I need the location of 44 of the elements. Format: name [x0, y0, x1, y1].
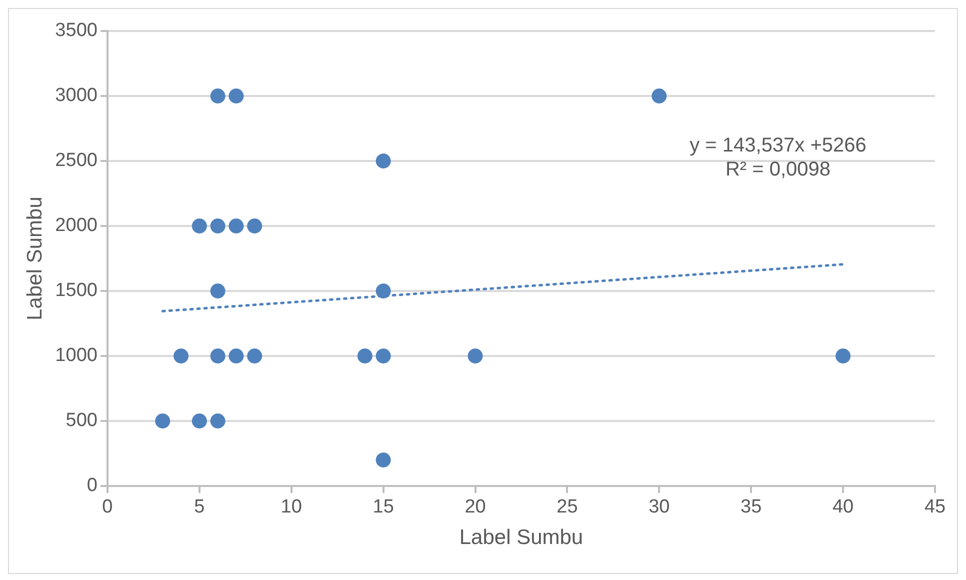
- point: [468, 348, 483, 364]
- point: [247, 218, 262, 234]
- x-tick-label: 15: [372, 496, 394, 518]
- point: [174, 348, 189, 364]
- x-tick-label: 5: [194, 496, 205, 518]
- x-tick-label: 40: [832, 496, 854, 518]
- y-tick-label: 1500: [55, 280, 98, 302]
- point: [228, 88, 244, 104]
- point: [652, 88, 667, 104]
- y-tick-label: 3500: [55, 20, 98, 42]
- point: [228, 348, 244, 364]
- x-tick-label: 25: [556, 496, 578, 518]
- annotation: R² = 0,0098: [725, 158, 831, 181]
- x-tick-label: 0: [102, 496, 113, 518]
- point: [210, 284, 226, 298]
- y-tick-label: 3000: [55, 85, 98, 106]
- x-tick-label: 20: [464, 496, 486, 518]
- point: [376, 348, 391, 364]
- point: [836, 348, 851, 364]
- y-tick-label: 2500: [55, 150, 98, 172]
- point: [210, 348, 226, 364]
- point: [357, 348, 372, 364]
- point: [155, 414, 170, 428]
- point: [210, 218, 226, 234]
- y-tick-label: 0: [86, 475, 98, 496]
- point: [247, 348, 262, 364]
- point: [376, 284, 391, 298]
- point: [192, 218, 207, 234]
- y-tick-label: 500: [66, 410, 98, 432]
- x-axis-title: Label Sumbu: [459, 526, 584, 550]
- point: [376, 452, 391, 468]
- point: [192, 414, 207, 428]
- y-axis-title: Label Sumbu: [23, 196, 46, 320]
- x-tick-label: 45: [924, 496, 946, 518]
- y-tick-label: 1000: [55, 345, 98, 366]
- point: [376, 154, 391, 168]
- x-tick-label: 10: [280, 496, 302, 518]
- point: [228, 218, 244, 234]
- x-tick-label: 35: [740, 496, 762, 518]
- annotation: y = 143,537x +5266: [690, 134, 866, 157]
- y-tick-label: 2000: [55, 215, 98, 236]
- point: [210, 414, 226, 428]
- x-tick-label: 30: [648, 496, 670, 518]
- point: [210, 88, 226, 104]
